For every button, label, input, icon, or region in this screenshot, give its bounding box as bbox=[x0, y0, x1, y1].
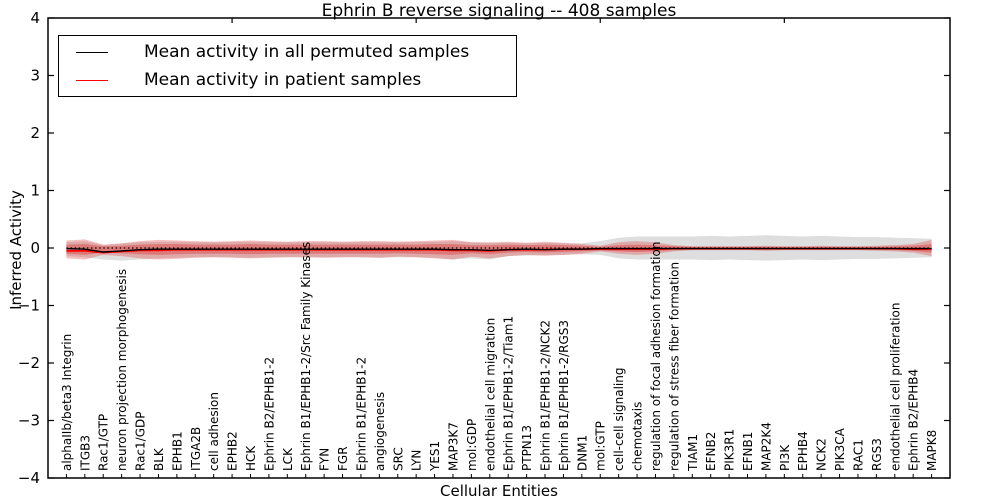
x-tick-label: Rac1/GTP bbox=[97, 414, 111, 471]
x-tick-label: DNM1 bbox=[575, 435, 589, 471]
x-tick-label: FGR bbox=[336, 446, 350, 471]
x-tick-label: Ephrin B2/EPHB4 bbox=[907, 369, 921, 471]
chart-title: Ephrin B reverse signaling -- 408 sample… bbox=[321, 1, 677, 21]
y-tick-label: 1 bbox=[30, 182, 40, 200]
x-tick-label: mol:GTP bbox=[594, 421, 608, 471]
x-tick-label: Ephrin B1/EPHB1-2 bbox=[354, 357, 368, 471]
x-tick-label: ITGB3 bbox=[78, 435, 92, 471]
x-tick-label: ITGA2B bbox=[189, 427, 203, 471]
y-tick-label: −3 bbox=[18, 412, 40, 430]
x-tick-label: chemotaxis bbox=[631, 402, 645, 471]
x-tick-label: cell adhesion bbox=[207, 392, 221, 471]
y-tick-label: −1 bbox=[18, 297, 40, 315]
x-tick-label: regulation of stress fiber formation bbox=[667, 262, 681, 471]
x-tick-label: Ephrin B1/EPHB1-2/RGS3 bbox=[557, 320, 571, 471]
x-tick-label: YES1 bbox=[428, 441, 442, 472]
x-tick-label: endothelial cell proliferation bbox=[888, 303, 902, 471]
y-tick-label: 2 bbox=[30, 124, 40, 142]
x-tick-label: MAP3K7 bbox=[447, 422, 461, 471]
x-tick-label: Ephrin B2/EPHB1-2 bbox=[262, 357, 276, 471]
legend-entry-permuted: Mean activity in all permuted samples bbox=[59, 41, 516, 63]
x-tick-label: RGS3 bbox=[870, 438, 884, 471]
x-tick-label: RAC1 bbox=[852, 439, 866, 471]
x-tick-label: PIK3R1 bbox=[723, 429, 737, 471]
legend-label: Mean activity in all permuted samples bbox=[144, 42, 470, 62]
x-tick-label: PIK3CA bbox=[833, 427, 847, 471]
x-tick-label: alphaIIb/beta3 Integrin bbox=[60, 334, 74, 471]
x-tick-label: Rac1/GDP bbox=[134, 412, 148, 471]
y-tick-label: 3 bbox=[30, 67, 40, 85]
x-tick-label: EFNB2 bbox=[704, 432, 718, 471]
legend-entry-patient: Mean activity in patient samples bbox=[59, 69, 516, 91]
x-tick-label: MAPK8 bbox=[925, 430, 939, 471]
legend: Mean activity in all permuted samples Me… bbox=[58, 35, 517, 97]
x-tick-label: LCK bbox=[281, 447, 295, 471]
x-tick-label: mol:GDP bbox=[465, 419, 479, 471]
x-tick-label: regulation of focal adhesion formation bbox=[649, 242, 663, 471]
x-tick-label: MAP2K4 bbox=[759, 422, 773, 471]
x-tick-label: EPHB4 bbox=[796, 431, 810, 471]
x-tick-label: neuron projection morphogenesis bbox=[115, 269, 129, 471]
permuted-line-swatch bbox=[76, 51, 108, 53]
x-tick-label: endothelial cell migration bbox=[483, 318, 497, 471]
x-tick-label: Ephrin B1/EPHB1-2/NCK2 bbox=[539, 320, 553, 471]
x-tick-label: PI3K bbox=[778, 444, 792, 471]
x-tick-label: HCK bbox=[244, 445, 258, 471]
x-tick-label: BLK bbox=[152, 447, 166, 471]
permuted-range-band bbox=[66, 235, 932, 261]
y-tick-label: −2 bbox=[18, 354, 40, 372]
x-tick-label: angiogenesis bbox=[373, 392, 387, 471]
x-tick-label: EPHB2 bbox=[226, 431, 240, 471]
y-tick-label: 0 bbox=[30, 239, 40, 257]
x-tick-label: EFNB1 bbox=[741, 432, 755, 471]
x-tick-label: NCK2 bbox=[815, 438, 829, 471]
x-tick-label: EPHB1 bbox=[170, 431, 184, 471]
y-axis-label: Inferred Activity bbox=[7, 190, 25, 310]
patient-line-swatch bbox=[76, 79, 108, 81]
y-tick-label: −4 bbox=[18, 469, 40, 487]
x-tick-label: FYN bbox=[318, 448, 332, 471]
permuted-mean-line bbox=[66, 247, 932, 253]
x-tick-label: LYN bbox=[410, 450, 424, 471]
legend-label: Mean activity in patient samples bbox=[144, 70, 422, 90]
y-tick-label: 4 bbox=[30, 9, 40, 27]
x-tick-label: Ephrin B1/EPHB1-2/Src Family Kinases bbox=[299, 242, 313, 471]
x-tick-label: TIAM1 bbox=[686, 434, 700, 472]
x-axis-label: Cellular Entities bbox=[440, 482, 558, 500]
x-tick-label: PTPN13 bbox=[520, 425, 534, 471]
x-tick-label: Ephrin B1/EPHB1-2/Tiam1 bbox=[502, 316, 516, 471]
x-tick-label: cell-cell signaling bbox=[612, 368, 626, 472]
x-tick-label: SRC bbox=[391, 447, 405, 471]
